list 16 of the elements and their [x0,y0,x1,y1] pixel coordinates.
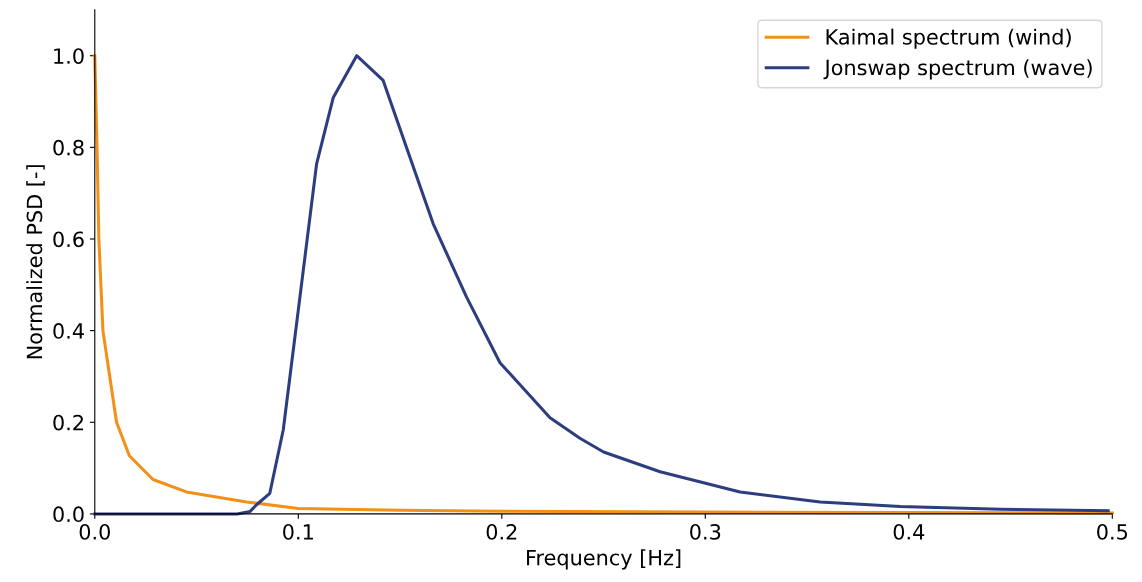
y-tick-label: 0.0 [53,506,84,523]
y-tick-label: 0.4 [53,323,84,339]
x-tick-label: 0.5 [1097,524,1128,540]
x-tick-label: 0.0 [79,524,110,540]
legend-label: Jonswap spectrum (wave) [823,59,1092,80]
y-tick-label: 0.2 [53,414,83,431]
x-tick-label: 0.3 [690,524,721,540]
x-tick-label: 0.2 [486,524,517,540]
legend-label: Kaimal spectrum (wind) [826,28,1071,49]
y-tick-label: 0.6 [53,231,84,248]
x-tick-label: 0.1 [283,524,313,540]
y-axis-title: Normalized PSD [-] [26,165,45,359]
y-tick-label: 1.0 [54,48,84,64]
x-tick-label: 0.4 [893,524,925,540]
y-tick-label: 0.8 [53,139,84,156]
x-axis-title: Frequency [Hz] [527,549,681,570]
